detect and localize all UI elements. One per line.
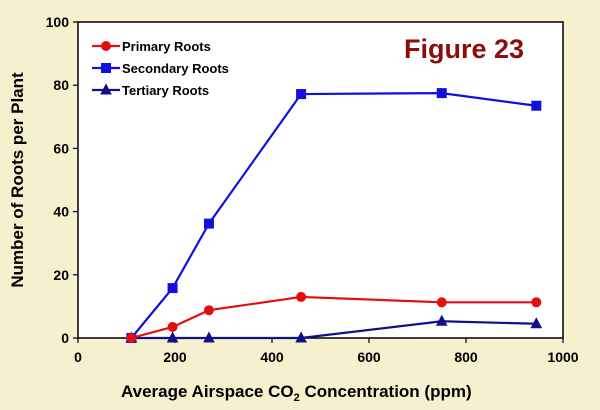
data-point-secondary-roots <box>531 100 542 111</box>
series-line-tertiary-roots <box>131 320 537 340</box>
data-point-tertiary-roots <box>203 331 215 343</box>
data-point-primary-roots <box>126 333 137 343</box>
axis-ticks: 0 200 400 600 800 1000 0 20 40 60 80 100 <box>46 14 579 365</box>
legend: Primary Roots Secondary Roots Tertiary Roo… <box>92 39 229 98</box>
y-axis-title: Number of Roots per Plant <box>8 72 27 288</box>
x-axis-title-main: Average Airspace CO <box>121 382 294 401</box>
data-point-secondary-roots <box>203 218 214 229</box>
x-tick-label: 0 <box>74 349 82 365</box>
series-line-primary-roots <box>131 295 537 340</box>
legend-item-secondary-roots: Secondary Roots <box>92 61 229 76</box>
data-point-tertiary-roots <box>295 331 307 343</box>
legend-marker <box>101 63 111 73</box>
y-tick-label: 40 <box>53 204 69 220</box>
data-point-primary-roots <box>296 291 307 302</box>
x-tick-label: 600 <box>357 349 381 365</box>
legend-marker <box>100 83 112 95</box>
x-tick-label: 400 <box>260 349 284 365</box>
series-primary-roots <box>126 291 542 343</box>
series-line-secondary-roots <box>130 91 537 339</box>
x-tick-label: 1000 <box>547 349 578 365</box>
y-tick-label: 80 <box>53 77 69 93</box>
legend-marker <box>101 41 111 51</box>
data-point-tertiary-roots <box>530 317 543 329</box>
data-point-secondary-roots <box>436 88 447 99</box>
x-axis-title-subscript: 2 <box>294 392 300 404</box>
legend-label: Primary Roots <box>122 39 211 54</box>
data-point-secondary-roots <box>167 283 178 294</box>
x-tick-label: 200 <box>163 349 187 365</box>
data-point-tertiary-roots <box>435 314 448 326</box>
legend-item-tertiary-roots: Tertiary Roots <box>92 83 209 98</box>
legend-item-primary-roots: Primary Roots <box>92 39 211 54</box>
x-axis-title-tail: Concentration (ppm) <box>300 382 472 401</box>
data-point-tertiary-roots <box>166 331 179 343</box>
data-point-secondary-roots <box>296 89 307 100</box>
legend-label: Secondary Roots <box>122 61 229 76</box>
series-layer <box>125 88 543 343</box>
legend-label: Tertiary Roots <box>122 83 209 98</box>
x-tick-label: 800 <box>454 349 478 365</box>
data-point-primary-roots <box>436 297 447 308</box>
y-tick-label: 0 <box>61 330 69 346</box>
figure-annotation: Figure 23 <box>404 34 524 64</box>
data-point-primary-roots <box>203 305 214 316</box>
y-tick-label: 100 <box>46 14 70 30</box>
data-point-primary-roots <box>531 297 542 308</box>
y-tick-label: 60 <box>53 140 69 156</box>
y-tick-label: 20 <box>53 267 69 283</box>
data-point-primary-roots <box>167 321 178 332</box>
series-tertiary-roots <box>125 314 543 343</box>
plot-area <box>77 21 564 339</box>
x-axis-title: Average Airspace CO2 Concentration (ppm) <box>121 382 472 404</box>
